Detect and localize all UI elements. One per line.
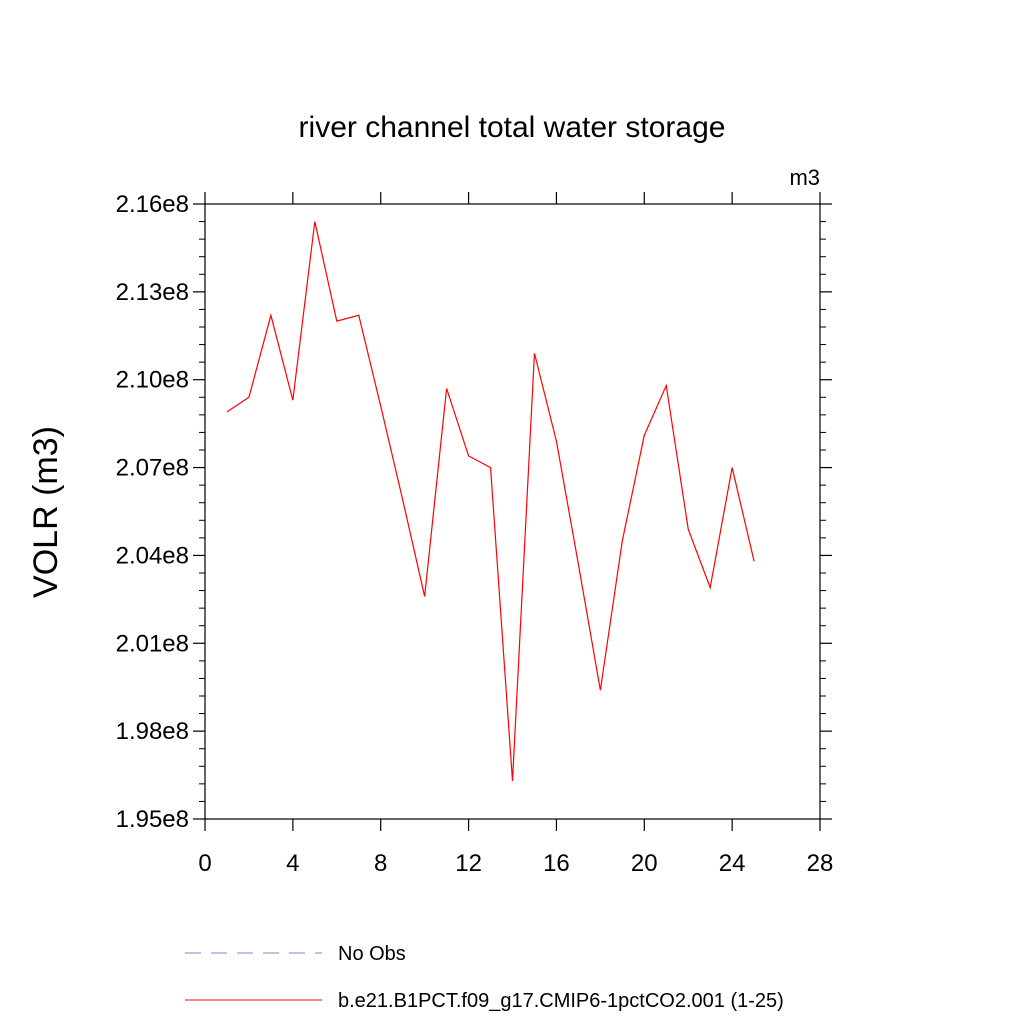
x-tick-label: 28 xyxy=(807,850,834,877)
y-tick-label: 2.13e8 xyxy=(116,279,189,306)
y-minor-ticks xyxy=(199,221,826,802)
series-layer xyxy=(226,221,755,781)
legend-label: b.e21.B1PCT.f09_g17.CMIP6-1pctCO2.001 (1… xyxy=(338,990,784,1012)
y-tick-label: 1.95e8 xyxy=(116,806,189,833)
y-tick-label: 1.98e8 xyxy=(116,718,189,745)
x-ticks: 0 4 8 12 16 20 24 28 xyxy=(198,192,833,877)
x-tick-label: 12 xyxy=(455,850,482,877)
y-tick-label: 2.04e8 xyxy=(116,542,189,569)
series-line xyxy=(226,221,755,781)
y-tick-label: 2.01e8 xyxy=(116,630,189,657)
x-tick-label: 24 xyxy=(719,850,746,877)
y-tick-label: 2.10e8 xyxy=(116,367,189,394)
x-tick-label: 4 xyxy=(286,850,299,877)
x-tick-label: 0 xyxy=(198,850,211,877)
chart-title: river channel total water storage xyxy=(299,111,726,144)
y-ticks: 1.95e8 1.98e8 2.01e8 2.04e8 2.07e8 2.10e8 2.13… xyxy=(116,191,832,833)
plot-frame xyxy=(204,203,821,820)
legend: No Obs b.e21.B1PCT.f09_g17.CMIP6-1pctCO2.… xyxy=(185,943,784,1012)
x-tick-label: 8 xyxy=(374,850,387,877)
units-label: m3 xyxy=(789,165,820,190)
y-axis-label: VOLR (m3) xyxy=(27,426,65,598)
y-tick-label: 2.07e8 xyxy=(116,455,189,482)
x-tick-label: 16 xyxy=(543,850,570,877)
legend-label: No Obs xyxy=(338,943,406,965)
x-tick-label: 20 xyxy=(631,850,658,877)
y-tick-label: 2.16e8 xyxy=(116,191,189,218)
